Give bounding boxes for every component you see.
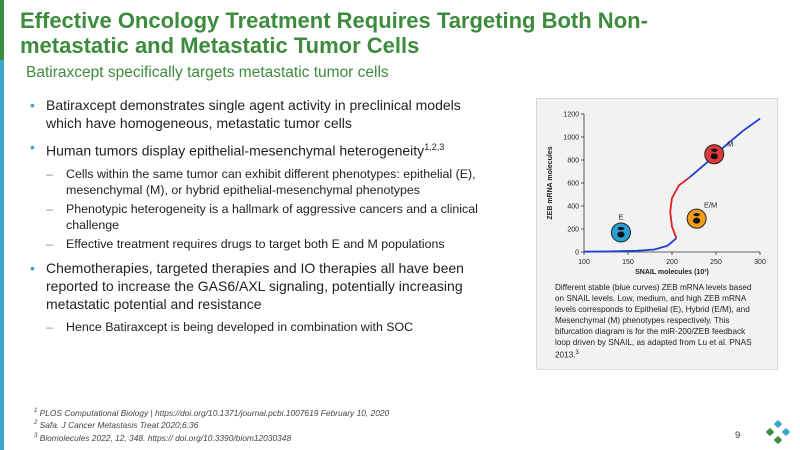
caption-text: Different stable (blue curves) ZEB mRNA … [555,283,752,360]
cell-nucleus [693,217,701,224]
y-tick-label: 200 [567,227,579,234]
citation-superscript: 1,2,3 [424,142,445,152]
bullet-dot-icon: • [30,139,35,155]
marker-label: M [727,139,733,148]
y-tick-label: 1000 [563,135,579,142]
footnote-number: 3 [34,432,38,439]
footnote: 3 Biomolecules 2022, 12, 348. https:// d… [34,431,389,443]
left-accent-bar-top [0,0,4,60]
y-tick-label: 600 [567,181,579,188]
footnote-text: Safa. J Cancer Metastasis Treat 2020;6:3… [39,420,199,431]
footnote: 1 PLOS Computational Biology | https://d… [34,406,389,418]
dash-icon: – [46,236,53,251]
y-tick-label: 400 [567,204,579,211]
bullet-text: Human tumors display epithelial-mesenchy… [46,142,425,159]
slide-title: Effective Oncology Treatment Requires Ta… [20,8,648,58]
left-accent-bar [0,0,4,450]
chart-markers: E E/M M [610,139,733,243]
unstable-curve [669,176,691,239]
footnote-text: PLOS Computational Biology | https://doi… [39,407,390,418]
caption-superscript: 3 [575,350,579,356]
bullet-text: Chemotherapies, targeted therapies and I… [46,259,464,312]
footnotes: 1 PLOS Computational Biology | https://d… [34,406,389,443]
x-tick-label: 100 [578,259,590,266]
sub-bullet-item: – Effective treatment requires drugs to … [28,236,498,252]
sub-bullet-text: Effective treatment requires drugs to ta… [66,236,445,251]
cell-nucleus [617,231,625,238]
y-tick-label: 1200 [563,112,579,119]
footnote-text: Biomolecules 2022, 12, 348. https:// doi… [39,432,292,443]
bullet-dot-icon: • [30,259,35,276]
sub-bullet-item: – Cells within the same tumor can exhibi… [28,166,498,198]
stable-curve [689,117,761,178]
bullet-text: Batiraxcept demonstrates single agent ac… [46,97,461,131]
dash-icon: – [46,166,53,181]
sub-bullet-text: Phenotypic heterogeneity is a hallmark o… [66,201,478,232]
y-tick-label: 800 [567,158,579,165]
bullet-item: • Chemotherapies, targeted therapies and… [28,259,498,313]
cell-nucleus-top [711,148,718,152]
sub-bullet-item: – Hence Batiraxcept is being developed i… [28,319,498,335]
cell-nucleus-top [617,226,625,231]
footnote-number: 1 [34,408,38,414]
bullet-list: • Batiraxcept demonstrates single agent … [28,96,498,338]
sub-bullet-text: Hence Batiraxcept is being developed in … [66,319,414,334]
marker-label: E/M [704,201,717,210]
y-axis-label: ZEB mRNA molecules [547,146,554,219]
stable-curve [583,237,677,253]
sub-bullet-text: Cells within the same tumor can exhibit … [66,166,476,197]
footnote: 2 Safa. J Cancer Metastasis Treat 2020;6… [34,418,389,430]
bifurcation-chart: 100 150 200 250 300 0 200 400 600 800 1000 1200 SNAI… [547,112,766,277]
slide-subtitle: Batiraxcept specifically targets metasta… [26,64,389,81]
page-number: 9 [735,430,741,441]
bullet-item: • Batiraxcept demonstrates single agent … [28,96,498,132]
dash-icon: – [46,201,53,216]
x-axis-label: SNAIL molecules (10³) [635,269,709,276]
cell-nucleus-top [693,213,700,217]
x-tick-label: 150 [622,259,634,266]
sub-bullet-item: – Phenotypic heterogeneity is a hallmark… [28,201,498,233]
cell-nucleus [710,153,718,160]
chart-axes: 100 150 200 250 300 0 200 400 600 800 1000 1200 SNAI… [547,112,766,277]
company-logo-icon [766,420,790,444]
bullet-dot-icon: • [30,97,35,113]
chart-panel [536,98,778,370]
x-tick-label: 250 [710,259,722,266]
x-tick-label: 300 [754,259,766,266]
marker-label: E [618,212,623,221]
dash-icon: – [46,319,53,334]
footnote-number: 2 [34,420,38,427]
x-tick-label: 200 [666,259,678,266]
y-tick-label: 0 [575,250,579,257]
chart-curves [583,117,761,253]
chart-caption: Different stable (blue curves) ZEB mRNA … [555,282,755,361]
bullet-item: • Human tumors display epithelial-mesenc… [28,138,498,160]
